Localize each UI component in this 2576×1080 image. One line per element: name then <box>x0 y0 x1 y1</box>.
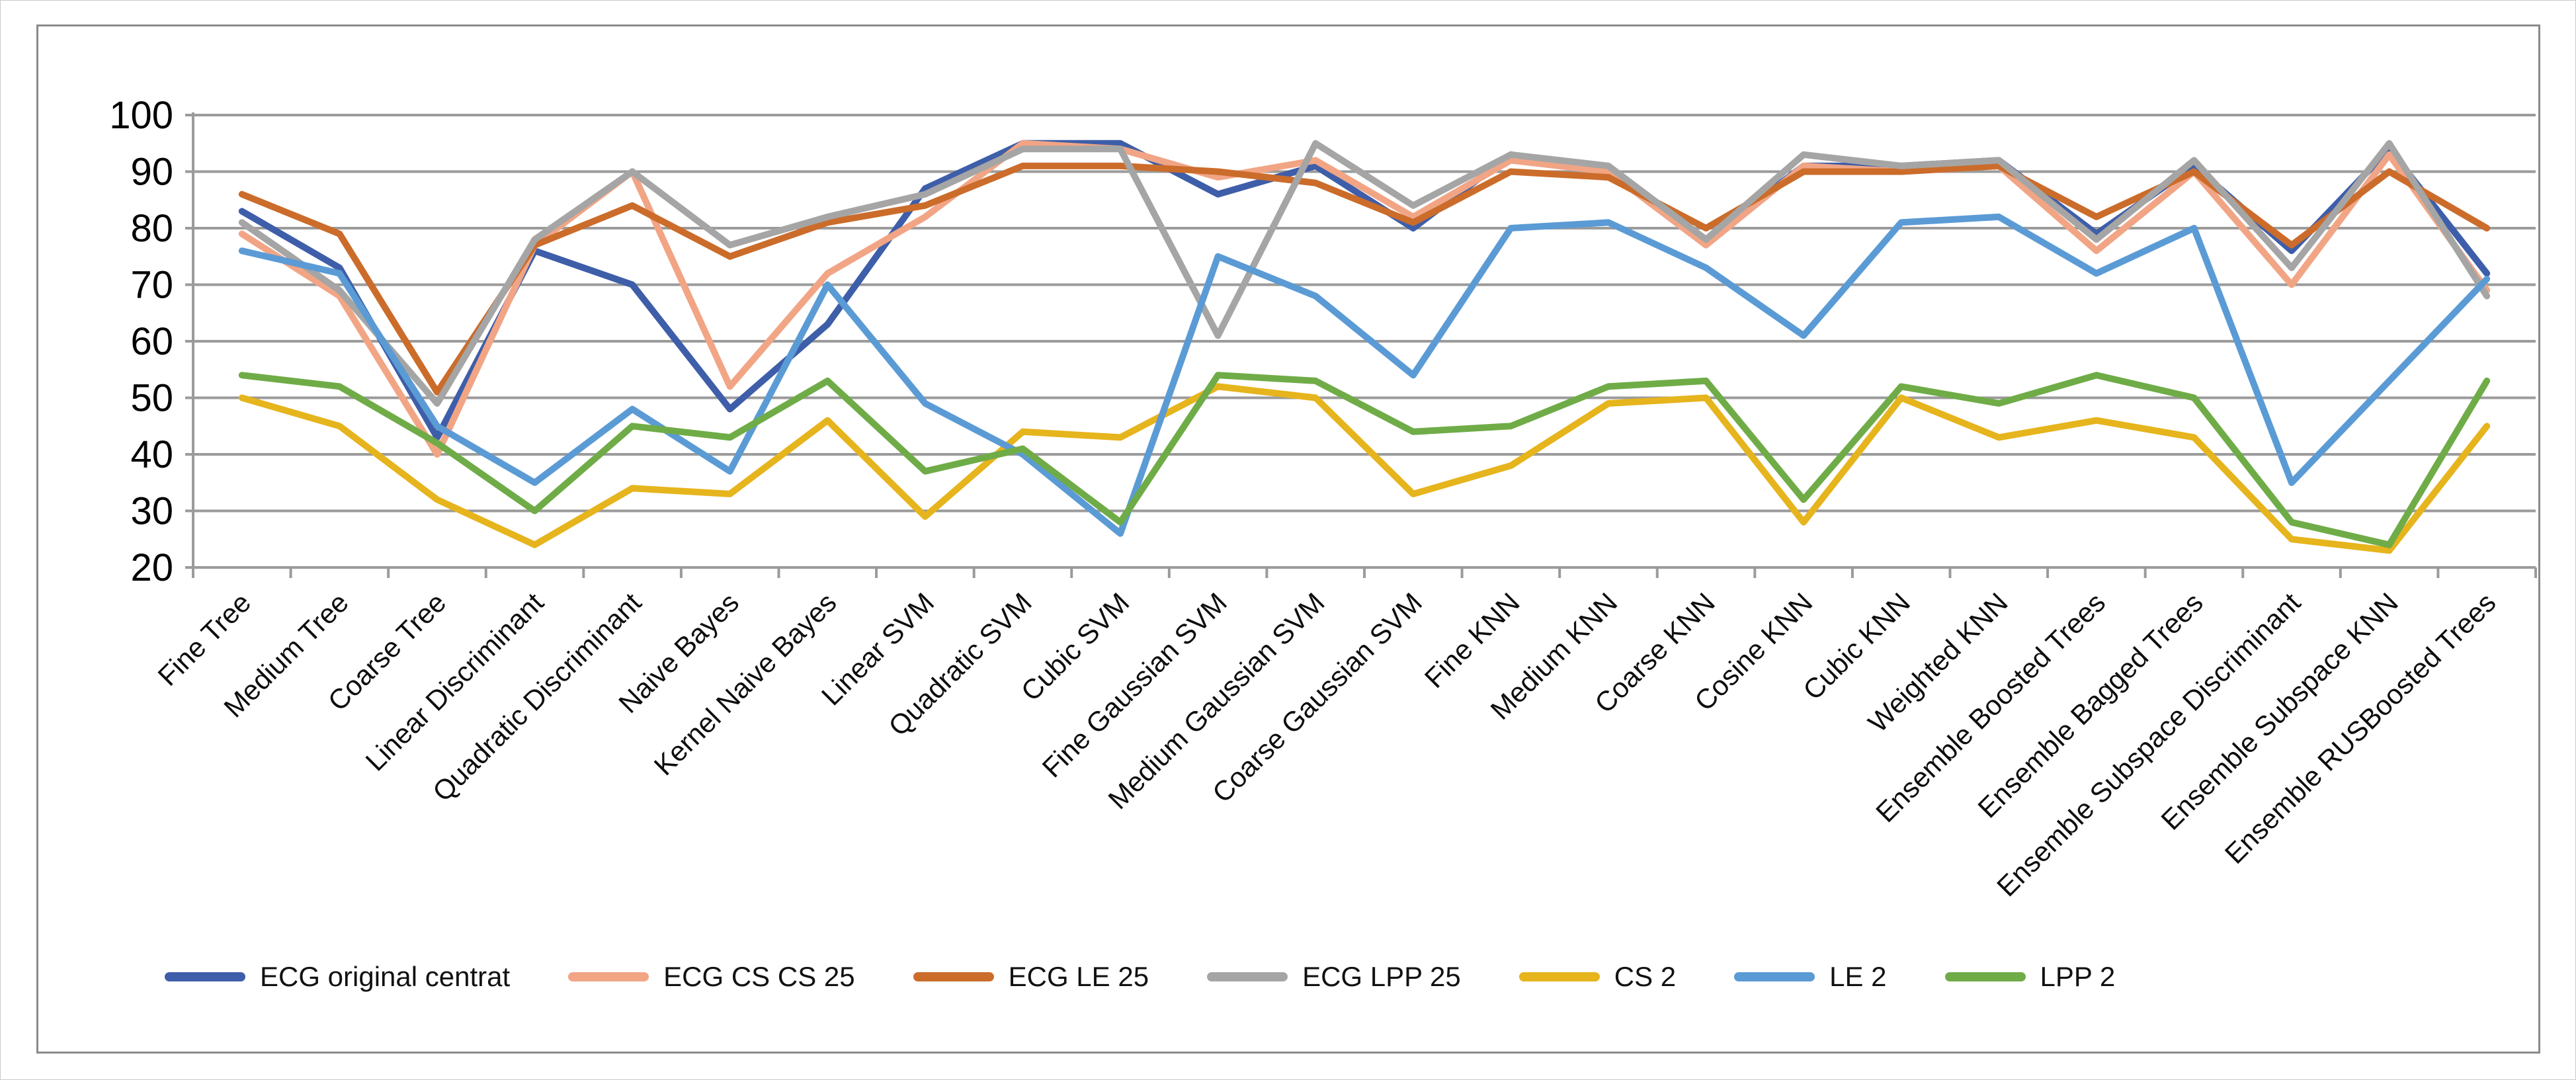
chart-panel: 20 30 40 50 60 70 80 90 100 Fine Tree Medium Tree C… <box>36 24 2540 1054</box>
legend-label: ECG original centrat <box>260 961 511 992</box>
y-tick-label: 50 <box>130 377 173 420</box>
y-tick-label: 60 <box>130 320 173 363</box>
y-tick-label: 90 <box>130 151 173 194</box>
legend-item-ecg-lpp-25: ECG LPP 25 <box>1207 961 1461 993</box>
legend-swatch-icon <box>568 972 649 981</box>
legend-label: LE 2 <box>1829 961 1887 992</box>
legend-item-le-2: LE 2 <box>1734 961 1887 993</box>
y-tick-label: 100 <box>109 94 173 137</box>
y-tick-label: 20 <box>130 546 173 589</box>
series-lines <box>238 140 2491 554</box>
legend-item-cs-2: CS 2 <box>1518 961 1677 993</box>
series-line-lpp-2 <box>238 372 2491 548</box>
x-tick-label: Linear Discriminant <box>359 587 550 777</box>
legend-label: ECG LE 25 <box>1008 961 1149 992</box>
x-tick-label: Kernel Naive Bayes <box>648 587 843 781</box>
x-tick-label: Fine Tree <box>151 587 257 692</box>
legend-swatch-icon <box>1734 972 1815 981</box>
y-tick-label: 30 <box>130 490 173 533</box>
legend-label: ECG LPP 25 <box>1302 961 1461 992</box>
legend-label: LPP 2 <box>2040 961 2116 992</box>
gridlines <box>185 114 2536 569</box>
legend-label: ECG CS CS 25 <box>663 961 855 992</box>
axes <box>192 112 2537 578</box>
legend-item-ecg-cs-cs-25: ECG CS CS 25 <box>568 961 855 993</box>
series-line-ecg-le-25 <box>238 162 2491 395</box>
legend-swatch-icon <box>165 972 245 981</box>
y-tick-label: 80 <box>130 207 173 250</box>
x-tick-label: Fine Gaussian SVM <box>1036 587 1233 783</box>
legend-swatch-icon <box>1944 972 2026 981</box>
chart-legend: ECG original centrat ECG CS CS 25 ECG LE 2… <box>1 961 2576 993</box>
legend-label: CS 2 <box>1614 961 1677 992</box>
legend-item-ecg-original-centrat: ECG original centrat <box>165 961 510 993</box>
legend-swatch-icon <box>1518 972 1600 981</box>
legend-swatch-icon <box>913 972 994 981</box>
legend-item-lpp-2: LPP 2 <box>1944 961 2116 993</box>
y-axis-labels: 20 30 40 50 60 70 80 90 100 <box>109 94 173 589</box>
series-line-ecg-lpp-25 <box>238 140 2491 407</box>
y-tick-label: 70 <box>130 264 173 307</box>
legend-swatch-icon <box>1207 972 1288 981</box>
y-tick-label: 40 <box>130 433 173 476</box>
series-line-le-2 <box>238 213 2491 537</box>
legend-item-ecg-le-25: ECG LE 25 <box>913 961 1149 993</box>
series-line-cs-2 <box>238 383 2491 554</box>
